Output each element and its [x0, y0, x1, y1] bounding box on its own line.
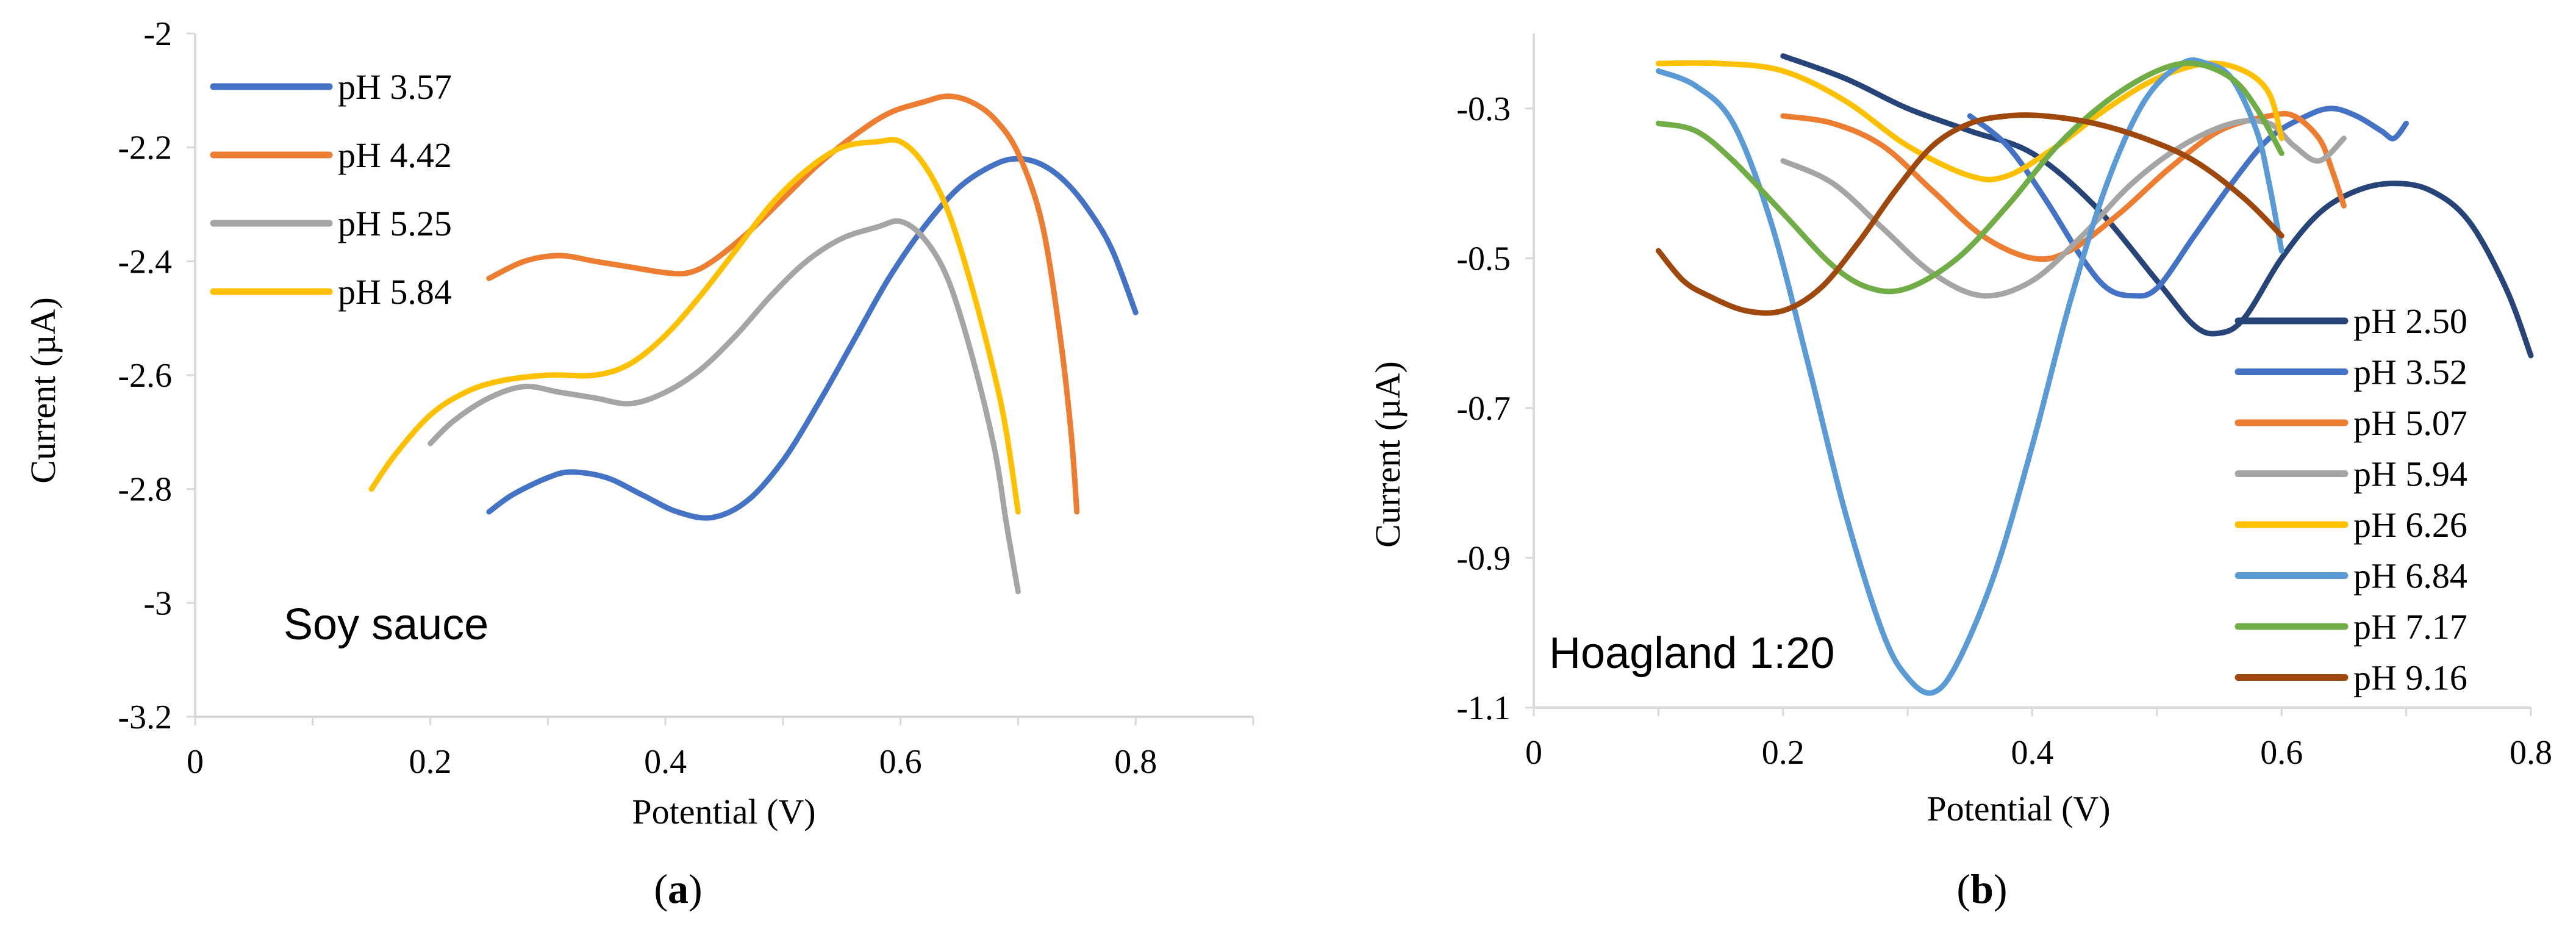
chart-a-series-line-ph-4-42	[486, 93, 1080, 515]
chart-b-annotation: Hoagland 1:20	[1549, 629, 1834, 678]
chart-b-legend-label: pH 2.50	[2353, 301, 2467, 341]
chart-a-y-tick-label: -2.4	[118, 243, 172, 281]
chart-b-legend-label: pH 5.07	[2353, 403, 2467, 443]
chart-a-x-ticks: 0 0.2 0.4 0.6 0.8	[187, 717, 1254, 781]
chart-b-series-line-ph-3-52	[1967, 106, 2410, 299]
chart-b-y-tick-label: -1.1	[1456, 689, 1511, 727]
chart-a-x-tick-label: 0.6	[879, 743, 922, 781]
chart-b-series	[1655, 53, 2534, 696]
chart-a-legend-label: pH 4.42	[338, 135, 452, 175]
chart-a-annotation: Soy sauce	[284, 600, 488, 649]
chart-a-x-tick-label: 0.8	[1114, 743, 1157, 781]
chart-b-series-line-ph-9-16	[1655, 112, 2284, 316]
chart-a-y-tick-label: -2.8	[118, 471, 172, 509]
chart-b-x-tick-label: 0	[1525, 734, 1542, 772]
chart-b-legend-label: pH 6.84	[2353, 556, 2467, 596]
chart-b: 0 0.2 0.4 0.6 0.8 -1.1 -0.9 -0.7 -0.5 -0.3 pH 2.…	[1368, 34, 2552, 912]
chart-a: 0 0.2 0.4 0.6 0.8 -3.2 -3 -2.8 -2.6 -2.4 -2.2 -2 p…	[23, 15, 1254, 912]
chart-a-y-label: Current (µA)	[23, 297, 63, 484]
chart-b-panel-caption: (b)	[1956, 866, 2007, 912]
chart-b-y-tick-label: -0.5	[1456, 240, 1511, 278]
chart-b-y-tick-label: -0.9	[1456, 539, 1511, 577]
chart-b-x-label: Potential (V)	[1927, 789, 2110, 828]
chart-b-series-line-ph-5-07	[1780, 110, 2347, 262]
chart-a-legend-label: pH 3.57	[338, 67, 452, 107]
chart-a-series-line-ph-5-84	[368, 137, 1021, 515]
chart-a-x-label: Potential (V)	[632, 792, 815, 831]
chart-a-y-tick-label: -2.2	[118, 129, 172, 167]
chart-a-y-tick-label: -3.2	[118, 698, 172, 736]
chart-b-legend-label: pH 9.16	[2353, 658, 2467, 698]
chart-b-x-tick-label: 0.4	[2011, 734, 2054, 772]
chart-a-panel-caption: (a)	[654, 866, 702, 912]
chart-b-x-tick-label: 0.8	[2510, 734, 2552, 772]
chart-b-panel-letter: b	[1970, 866, 1994, 912]
chart-a-series-line-ph-3-57	[486, 156, 1139, 521]
chart-b-series-line-ph-2-50	[1780, 53, 2534, 359]
chart-b-legend: pH 2.50 pH 3.52 pH 5.07 pH 5.94 pH 6.26 pH 6.…	[2234, 301, 2467, 698]
chart-a-x-tick-label: 0	[187, 743, 204, 781]
chart-b-y-tick-label: -0.3	[1456, 90, 1511, 128]
chart-a-y-tick-label: -2	[143, 15, 172, 53]
chart-b-y-label: Current (µA)	[1368, 361, 1408, 548]
chart-b-series-line-ph-7-17	[1655, 60, 2284, 295]
chart-a-x-tick-label: 0.4	[644, 743, 687, 781]
chart-a-legend-label: pH 5.25	[338, 204, 452, 243]
chart-a-panel-letter: a	[668, 866, 689, 912]
chart-b-legend-label: pH 3.52	[2353, 353, 2467, 392]
chart-a-legend-label: pH 5.84	[338, 272, 452, 312]
chart-a-series-line-ph-5-25	[428, 218, 1021, 595]
chart-b-x-tick-label: 0.2	[1762, 734, 1805, 772]
chart-b-y-ticks: -1.1 -0.9 -0.7 -0.5 -0.3	[1456, 90, 1534, 727]
chart-b-legend-label: pH 6.26	[2353, 505, 2467, 545]
chart-b-series-line-ph-6-26	[1655, 60, 2284, 182]
chart-a-y-tick-label: -3	[143, 584, 172, 622]
chart-b-legend-label: pH 5.94	[2353, 454, 2467, 494]
chart-b-x-tick-label: 0.6	[2260, 734, 2303, 772]
chart-b-y-tick-label: -0.7	[1456, 390, 1511, 428]
chart-a-x-tick-label: 0.2	[409, 743, 452, 781]
chart-b-x-ticks: 0 0.2 0.4 0.6 0.8	[1525, 708, 2552, 772]
chart-a-series	[368, 93, 1139, 595]
chart-a-legend: pH 3.57 pH 4.42 pH 5.25 pH 5.84	[210, 67, 452, 312]
chart-b-legend-label: pH 7.17	[2353, 607, 2467, 647]
chart-a-y-tick-label: -2.6	[118, 357, 172, 395]
chart-a-y-ticks: -3.2 -3 -2.8 -2.6 -2.4 -2.2 -2	[118, 15, 195, 736]
